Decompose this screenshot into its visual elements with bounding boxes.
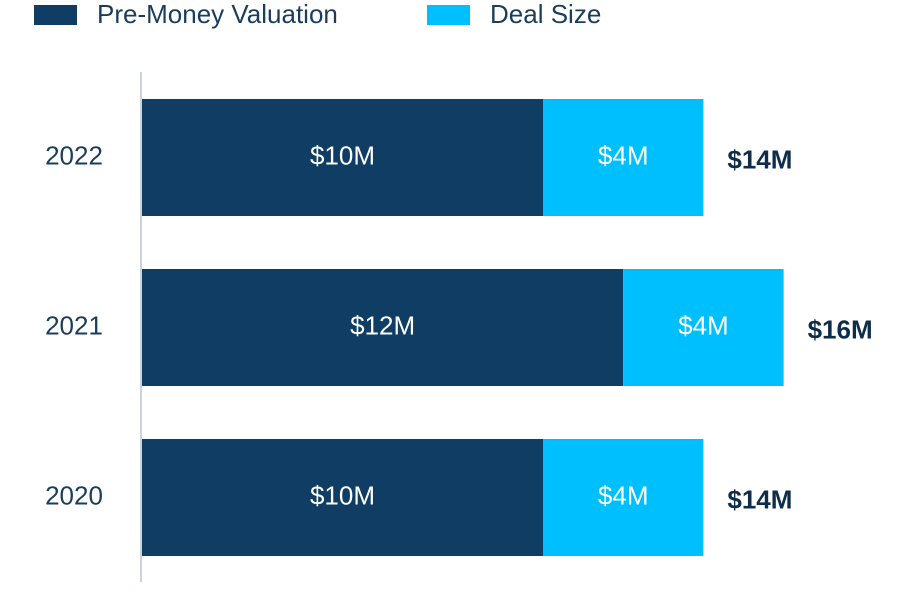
bar-segment: [142, 99, 543, 216]
bar-segment: [543, 99, 704, 216]
legend-swatch: [427, 5, 470, 25]
value-label: $10M: [310, 480, 375, 510]
value-label: $4M: [598, 480, 649, 510]
y-tick-label: 2020: [45, 480, 103, 510]
value-label: $4M: [598, 140, 649, 170]
legend-label: Deal Size: [490, 0, 601, 29]
bar-segment: [543, 439, 704, 556]
total-label: $16M: [808, 314, 873, 344]
y-tick-label: 2022: [45, 140, 103, 170]
y-tick-label: 2021: [45, 310, 103, 340]
legend-swatch: [34, 5, 77, 25]
total-label: $14M: [727, 144, 792, 174]
value-label: $10M: [310, 140, 375, 170]
legend-label: Pre-Money Valuation: [97, 0, 338, 29]
value-label: $12M: [350, 310, 415, 340]
total-label: $14M: [727, 484, 792, 514]
bar-segment: [623, 269, 784, 386]
bar-segment: [142, 269, 624, 386]
value-label: $4M: [678, 310, 729, 340]
bar-segment: [142, 439, 543, 556]
